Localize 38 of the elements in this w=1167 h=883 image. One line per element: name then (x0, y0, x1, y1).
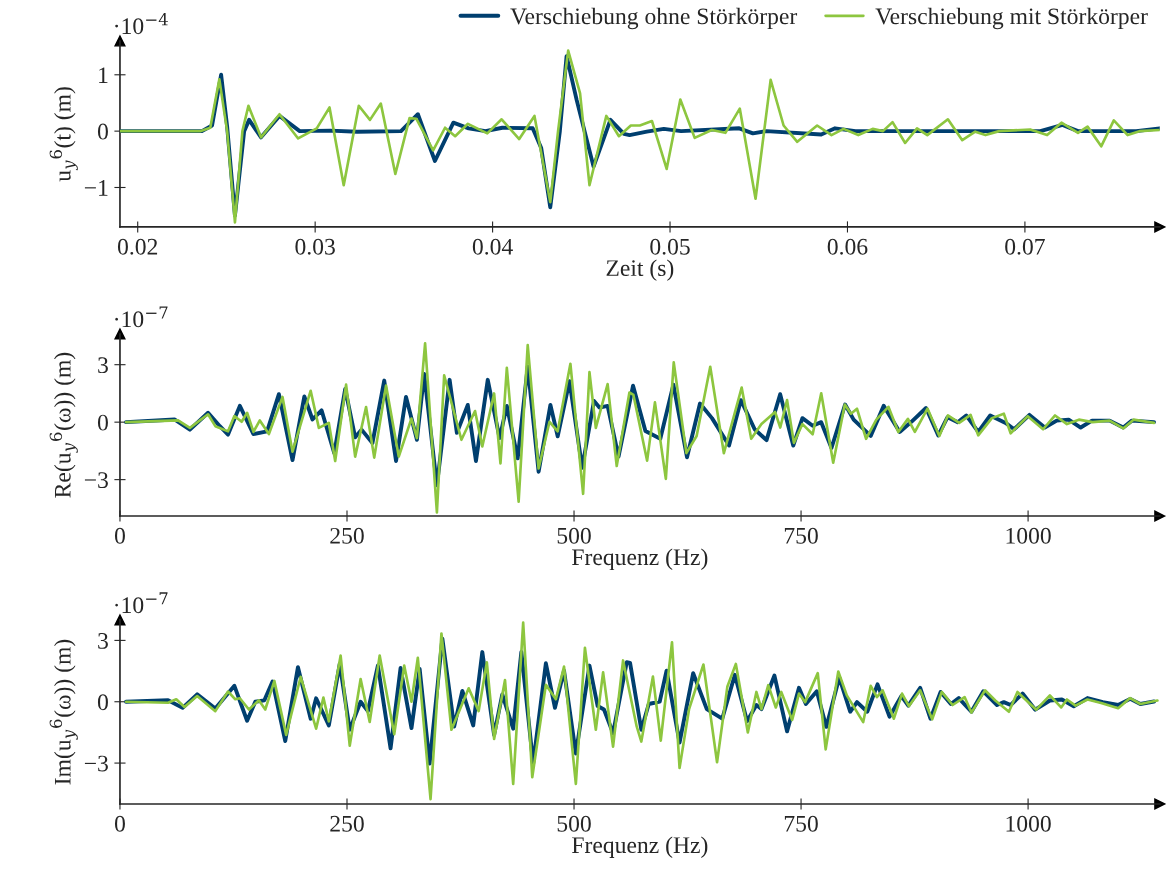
x-tick-label: 0.07 (1005, 238, 1045, 255)
x-tick-label: 500 (557, 815, 591, 832)
y-tick-label: 3 (98, 357, 108, 374)
x-tick-label: 0.04 (472, 238, 513, 255)
x-axis-title: Zeit (s) (606, 259, 674, 281)
x-tick-label: 750 (784, 527, 818, 544)
legend-label: Verschiebung ohne Störkörper (510, 7, 798, 30)
x-tick-label: 0.03 (295, 238, 335, 255)
y-tick-label: 0 (97, 123, 108, 140)
x-tick-label: 0.06 (827, 238, 868, 255)
y-tick-label: 0 (97, 694, 108, 711)
y-tick-label: 0 (97, 414, 108, 431)
y-axis-title: Im(u$_{y}$$^{6}$(ω)) (m) (49, 639, 78, 785)
text: ·10$^{−7}$ (115, 592, 168, 614)
y-tick-label: 3 (98, 632, 108, 649)
line-series (124, 621, 1159, 801)
x-tick-label: 0.05 (650, 238, 690, 255)
x-tick-label: 500 (557, 527, 591, 544)
x-tick-label: 1000 (1006, 527, 1051, 544)
x-tick-label: 1000 (1006, 815, 1051, 832)
x-axis-title: Frequenz (Hz) (572, 548, 708, 570)
x-axis-title: Frequenz (Hz) (572, 836, 708, 858)
y-tick-label: −1 (84, 180, 108, 196)
y-axis-title: u$_{y}$$^{6}$(t) (m) (49, 87, 78, 182)
x-tick-label: 0 (114, 527, 125, 544)
text: ·10$^{−4}$ (115, 13, 168, 35)
y-tick-label: 1 (99, 67, 108, 83)
y-tick-label: −3 (84, 472, 108, 489)
line-series (124, 342, 1156, 514)
legend-label: Verschiebung mit Störkörper (875, 7, 1148, 30)
x-tick-label: 0 (114, 815, 125, 832)
text: ·10$^{−7}$ (115, 306, 168, 328)
x-tick-label: 0.02 (117, 238, 158, 255)
x-tick-label: 750 (784, 815, 818, 832)
y-axis-title: Re(u$_{y}$$^{6}$(ω)) (m) (49, 352, 78, 498)
x-tick-label: 250 (330, 527, 364, 544)
y-tick-label: −3 (84, 755, 108, 772)
x-tick-label: 250 (330, 815, 364, 832)
